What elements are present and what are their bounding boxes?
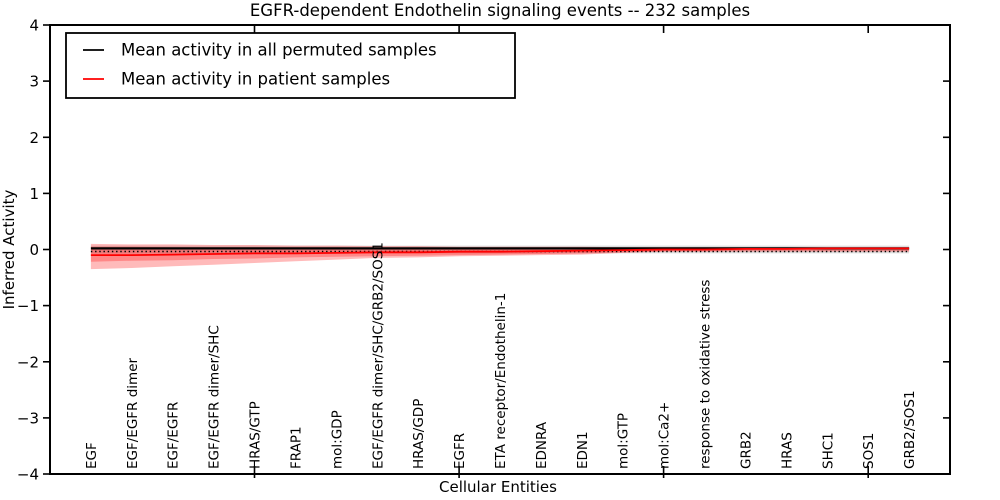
x-category-label: SOS1 [861, 433, 877, 469]
x-category-label: HRAS [779, 432, 795, 469]
x-category-label: mol:GTP [616, 413, 632, 469]
x-category-label: GRB2/SOS1 [902, 390, 918, 469]
y-tick-label: 4 [29, 17, 39, 35]
x-category-label: GRB2 [739, 431, 755, 469]
y-tick-label: 0 [29, 241, 39, 259]
x-category-label: EGF/EGFR dimer/SHC [207, 325, 223, 469]
legend: Mean activity in all permuted samples Me… [65, 32, 516, 99]
axis-tick-labels: 4 3 2 1 0 −1 −2 −3 −4 EGF EGF/EGFR dimer EGF/EGFR EG… [17, 17, 918, 484]
x-category-label: SHC1 [820, 432, 836, 469]
x-category-label: EGF/EGFR dimer/SHC/GRB2/SOS1 [370, 242, 386, 469]
x-category-label: EDNRA [534, 421, 550, 469]
y-tick-label: −4 [17, 466, 39, 484]
data-lines [90, 247, 910, 257]
x-category-label: EGFR [452, 433, 468, 469]
x-category-label: HRAS/GDP [411, 399, 427, 469]
x-category-label: mol:Ca2+ [657, 402, 673, 469]
x-category-label: EDN1 [575, 431, 591, 469]
legend-patient-label: Mean activity in patient samples [121, 70, 390, 89]
x-category-label: EGF [84, 442, 100, 469]
y-tick-label: −2 [17, 353, 39, 371]
y-tick-label: 1 [29, 185, 39, 203]
y-tick-label: −1 [17, 297, 39, 315]
legend-permuted-label: Mean activity in all permuted samples [121, 41, 437, 60]
x-category-label: mol:GDP [329, 410, 345, 469]
x-category-label: response to oxidative stress [698, 280, 714, 469]
x-category-label: HRAS/GTP [248, 401, 264, 469]
axis-ticks [43, 24, 950, 478]
legend-box [65, 32, 516, 99]
y-tick-label: 3 [29, 73, 39, 91]
patient-mean-line [90, 247, 910, 257]
patient-std-band-inner [90, 246, 910, 262]
y-tick-label: 2 [29, 129, 39, 147]
x-category-label: ETA receptor/Endothelin-1 [493, 293, 509, 469]
x-category-label: EGF/EGFR dimer [125, 357, 141, 469]
y-axis-label: Inferred Activity [0, 189, 18, 309]
y-tick-label: −3 [17, 409, 39, 427]
chart-title: EGFR-dependent Endothelin signaling even… [250, 1, 750, 20]
x-category-label: FRAP1 [289, 426, 305, 469]
x-category-label: EGF/EGFR [166, 402, 182, 469]
x-axis-label: Cellular Entities [439, 478, 557, 496]
